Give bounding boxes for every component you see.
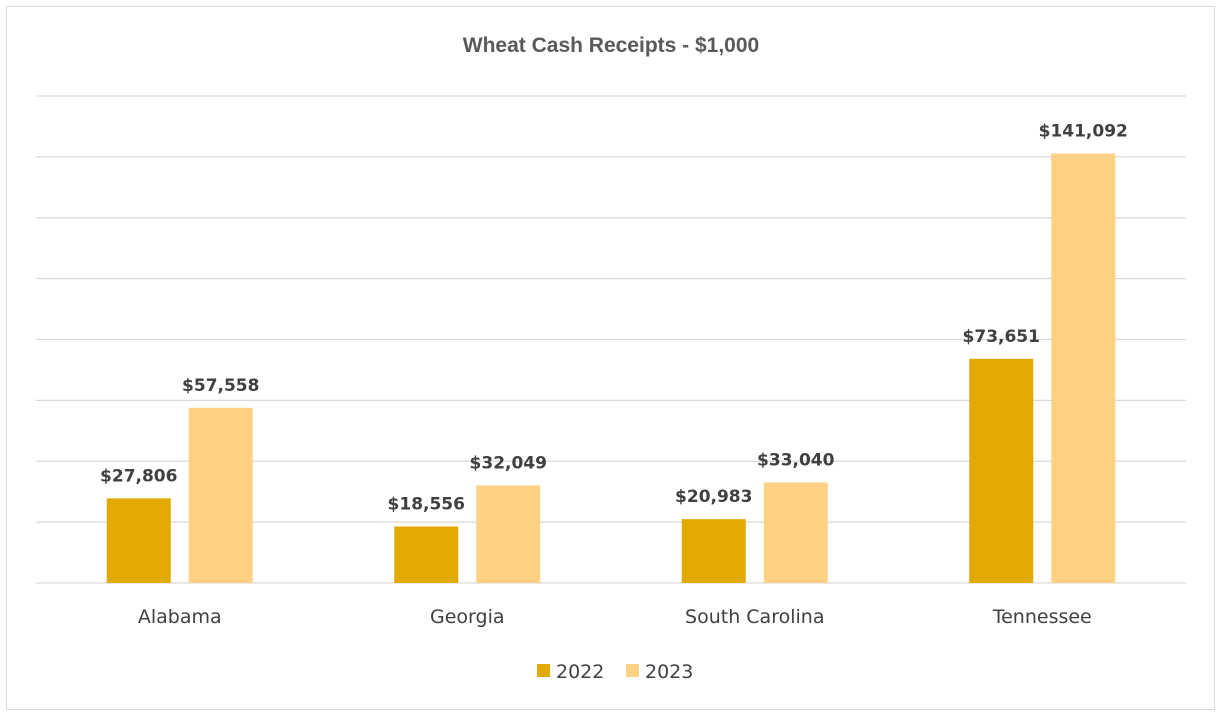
data-label: $32,049 — [470, 453, 547, 473]
data-label: $18,556 — [388, 495, 465, 515]
bar-2023-alabama — [188, 407, 253, 583]
category-label: Tennessee — [992, 606, 1092, 628]
chart-frame — [6, 6, 1215, 710]
legend-label-2022: 2022 — [556, 661, 604, 683]
category-label: Georgia — [430, 606, 505, 628]
legend-swatch-2022 — [537, 664, 550, 677]
bar-2022-georgia — [394, 526, 459, 583]
bar-2023-georgia — [476, 485, 541, 583]
chart-title: Wheat Cash Receipts - $1,000 — [463, 34, 759, 57]
category-label: South Carolina — [685, 606, 824, 628]
legend-swatch-2023 — [626, 664, 639, 677]
data-label: $20,983 — [675, 487, 752, 507]
bar-2022-tennessee — [969, 358, 1034, 583]
legend: 2022 2023 — [537, 661, 693, 683]
bar-2022-alabama — [106, 498, 171, 583]
category-labels: Alabama Georgia South Carolina Tennessee — [138, 606, 1092, 628]
data-label: $141,092 — [1039, 122, 1128, 142]
data-label: $33,040 — [757, 450, 835, 470]
bars — [106, 153, 1116, 584]
data-label: $73,651 — [963, 327, 1040, 347]
bar-2022-south-carolina — [681, 519, 746, 583]
data-labels: $27,806 $57,558 $18,556 $32,049 $20,983$33,0… — [100, 122, 1128, 515]
data-label: $57,558 — [182, 376, 259, 396]
bar-2023-south-carolina — [763, 482, 828, 583]
bar-2023-tennessee — [1051, 153, 1116, 584]
legend-label-2023: 2023 — [645, 661, 693, 683]
data-label: $27,806 — [100, 466, 177, 486]
category-label: Alabama — [138, 606, 222, 628]
